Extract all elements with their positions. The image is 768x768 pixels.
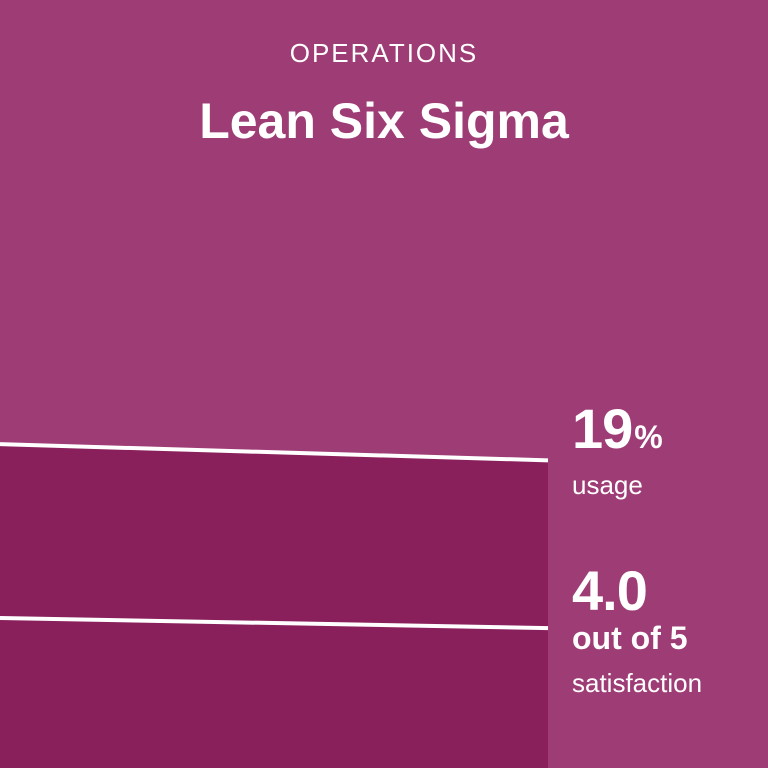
category-label: OPERATIONS xyxy=(289,38,479,68)
satisfaction-label: satisfaction xyxy=(572,668,703,698)
usage-label: usage xyxy=(572,470,643,500)
satisfaction-stat: 4.0 out of 5 satisfaction xyxy=(572,560,702,700)
usage-value-row: 19% xyxy=(572,397,663,468)
usage-area xyxy=(0,444,548,768)
satisfaction-scale: out of 5 xyxy=(572,620,688,656)
usage-line xyxy=(0,442,549,463)
usage-value: 19 xyxy=(572,397,633,460)
usage-unit: % xyxy=(634,419,662,455)
page-title: Lean Six Sigma xyxy=(199,93,569,149)
satisfaction-value: 4.0 xyxy=(572,559,648,622)
satisfaction-line xyxy=(0,616,549,631)
usage-stat: 19% usage xyxy=(572,397,663,502)
